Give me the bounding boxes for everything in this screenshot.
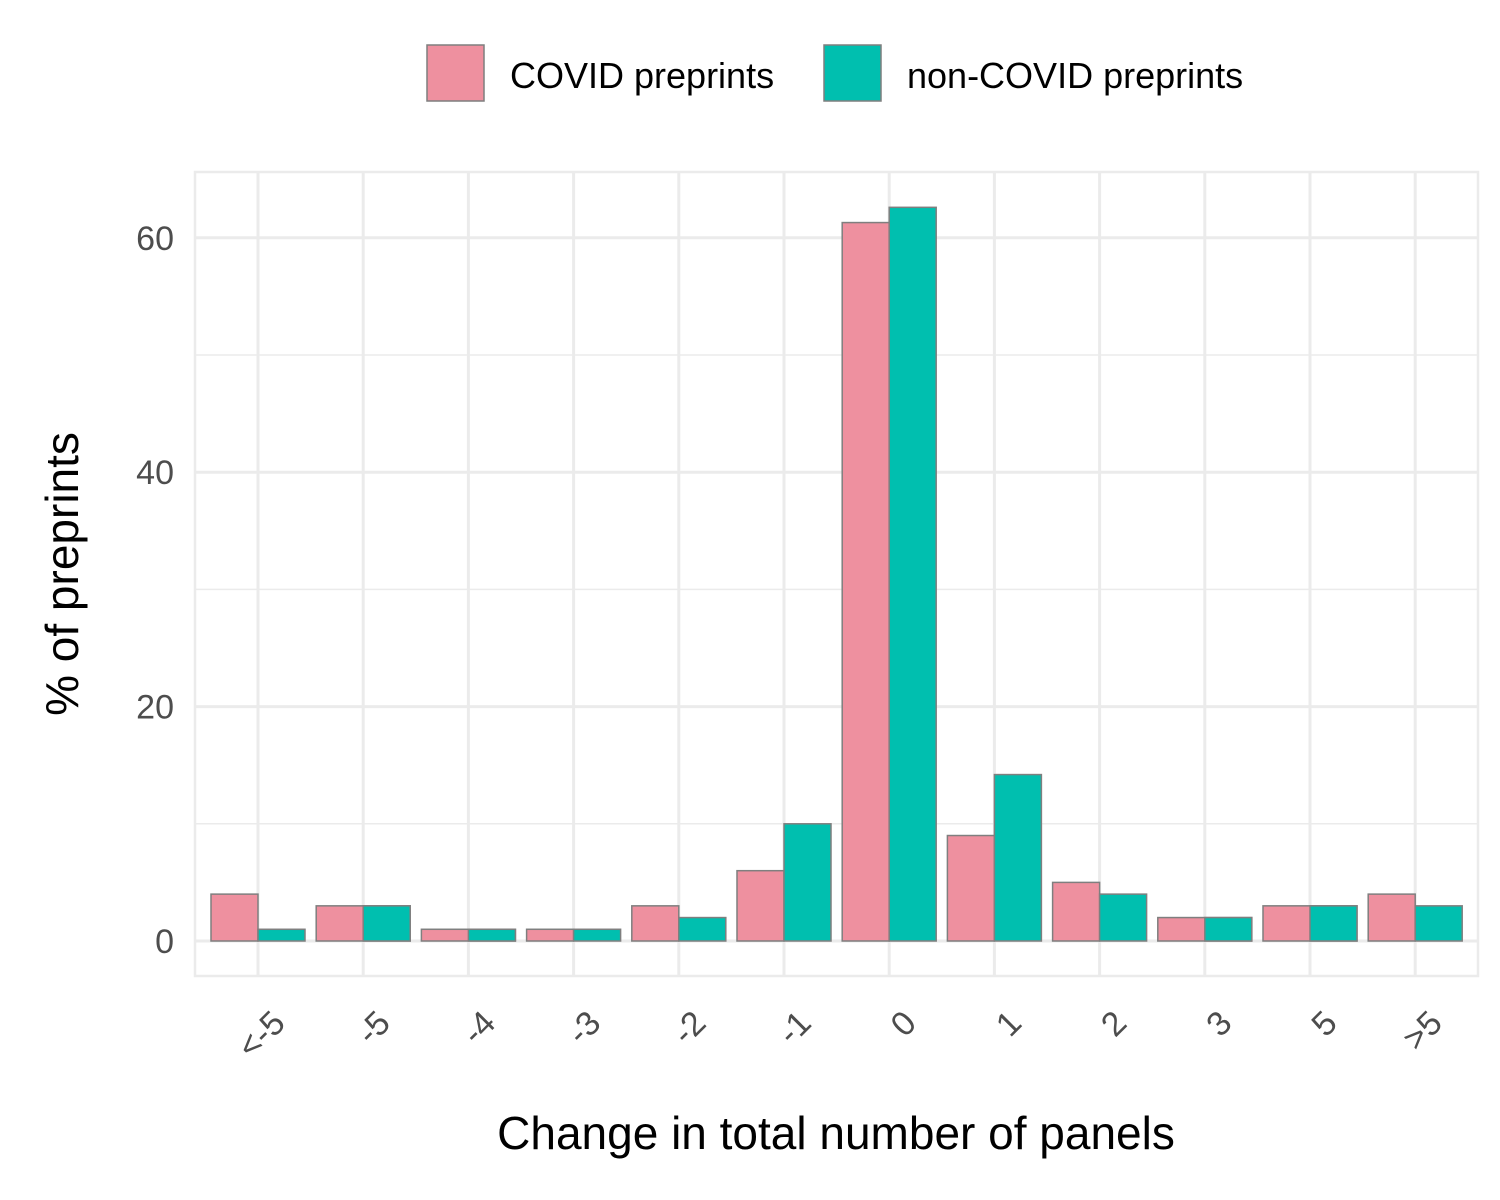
bar-non-covid [678,916,727,942]
bar-non-covid [1414,905,1463,942]
x-tick-label: 5 [1304,1004,1344,1044]
x-tick-label: -3 [560,1004,608,1052]
bar-non-covid [1309,905,1358,942]
y-axis-ticks: 0 20 40 60 [136,220,174,961]
y-tick-label: 40 [136,454,174,492]
y-tick-label: 0 [155,923,174,961]
bar-non-covid [888,206,937,942]
bar-covid [946,834,996,942]
bar-covid [1051,881,1101,942]
grid-lines [195,172,1478,976]
x-tick-label: 0 [884,1004,924,1044]
x-tick-label: <-5 [230,1004,292,1066]
bar-non-covid [257,928,306,942]
bar-non-covid [1204,916,1253,942]
y-axis-title: % of preprints [36,432,88,716]
bar-covid [841,221,890,942]
legend-swatch-non-covid [823,44,882,102]
legend: COVID preprints non-COVID preprints [426,44,1243,102]
bar-non-covid [993,773,1043,942]
y-tick-label: 60 [136,220,174,258]
bar-non-covid [467,928,517,942]
plot-panel-border [193,170,1480,978]
x-tick-label: -5 [350,1004,398,1052]
legend-label-non-covid: non-COVID preprints [907,55,1243,96]
bar-covid [736,869,785,942]
x-axis-ticks: <-5 -5 -4 -3 -2 -1 0 1 2 3 5 >5 [230,1004,1449,1066]
x-tick-label: >5 [1396,1004,1450,1058]
x-tick-label: -2 [665,1004,713,1052]
x-tick-label: 2 [1094,1004,1134,1044]
bar-covid [525,928,575,942]
bar-non-covid [1098,893,1148,942]
x-axis-title: Change in total number of panels [497,1107,1175,1159]
bar-covid [210,893,259,942]
bar-non-covid [783,823,832,942]
bar-non-covid [362,905,411,942]
bar-non-covid [572,928,622,942]
bar-covid [1367,893,1416,942]
legend-swatch-covid [426,44,485,102]
x-tick-label: -4 [455,1004,503,1052]
bars [210,206,1463,942]
x-tick-label: 1 [989,1004,1029,1044]
y-tick-label: 20 [136,689,174,727]
x-tick-label: -1 [770,1004,818,1052]
legend-label-covid: COVID preprints [510,55,774,96]
bar-covid [631,905,680,942]
x-tick-label: 3 [1199,1004,1239,1044]
